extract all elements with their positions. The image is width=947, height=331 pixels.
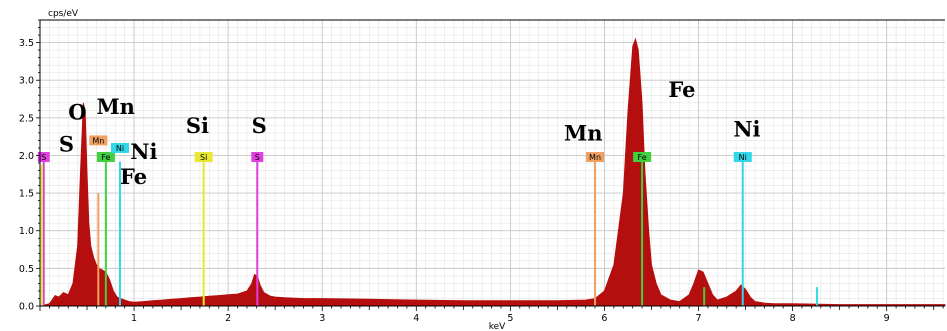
axes: 1 2 3 4 5 6 7 8 9 0.0 0.5 1.0 1.5 2.0 2.5 3.0 3.5 — [19, 19, 945, 324]
element-annotation: Ni — [130, 139, 157, 164]
element-annotation: Si — [186, 113, 209, 138]
x-tick-label: 7 — [696, 313, 702, 324]
element-tag-fe — [96, 151, 115, 162]
element-tag-label: S — [41, 153, 46, 162]
x-tick-label: 4 — [413, 313, 419, 324]
x-tick-label: 6 — [601, 313, 607, 324]
x-tick-label: 2 — [225, 313, 231, 324]
x-axis-label: keV — [489, 322, 506, 331]
y-tick-label: 2.5 — [19, 113, 34, 124]
element-tag-si — [194, 151, 213, 162]
element-annotation: Ni — [733, 117, 760, 142]
x-tick-label: 3 — [319, 313, 325, 324]
y-tick-label: 0.0 — [19, 302, 34, 313]
y-tick-label: 0.5 — [19, 264, 34, 275]
element-tag-s — [251, 151, 264, 162]
element-annotation: Fe — [120, 164, 147, 189]
element-tag-ni — [733, 151, 752, 162]
x-tick-label: 5 — [507, 313, 513, 324]
element-tag-label: Fe — [101, 153, 110, 162]
y-tick-label: 2.0 — [19, 151, 34, 162]
element-annotation: O — [68, 99, 86, 124]
element-tag-label: S — [255, 153, 260, 162]
x-tick-label: 8 — [790, 313, 796, 324]
y-axis-label: cps/eV — [48, 9, 79, 19]
element-tag-label: Ni — [739, 153, 747, 162]
element-tag-label: Mn — [589, 153, 601, 162]
y-tick-label: 3.0 — [19, 76, 34, 87]
y-tick-label: 3.5 — [19, 38, 34, 49]
element-tag-label: Fe — [638, 153, 647, 162]
spectrum-layer — [39, 37, 946, 307]
element-tag-mn — [586, 151, 605, 162]
element-annotation: S — [252, 113, 267, 138]
element-tag-label: Si — [200, 153, 207, 162]
element-annotation: Mn — [564, 120, 603, 145]
element-annotation: Mn — [96, 94, 135, 119]
x-tick-label: 9 — [884, 313, 890, 324]
element-tag-label: Ni — [116, 144, 124, 153]
element-tag-ni — [110, 142, 129, 153]
element-tag-mn — [89, 135, 108, 146]
element-annotation: S — [59, 132, 74, 157]
grid — [39, 19, 945, 307]
y-tick-label: 1.5 — [19, 189, 34, 200]
element-annotation: Fe — [668, 77, 695, 102]
element-tag-label: Mn — [92, 136, 104, 145]
y-tick-label: 1.0 — [19, 226, 34, 237]
element-tag-s — [37, 151, 50, 162]
x-tick-label: 1 — [131, 313, 137, 324]
element-tag-fe — [633, 151, 652, 162]
spectrum-area — [39, 37, 946, 307]
